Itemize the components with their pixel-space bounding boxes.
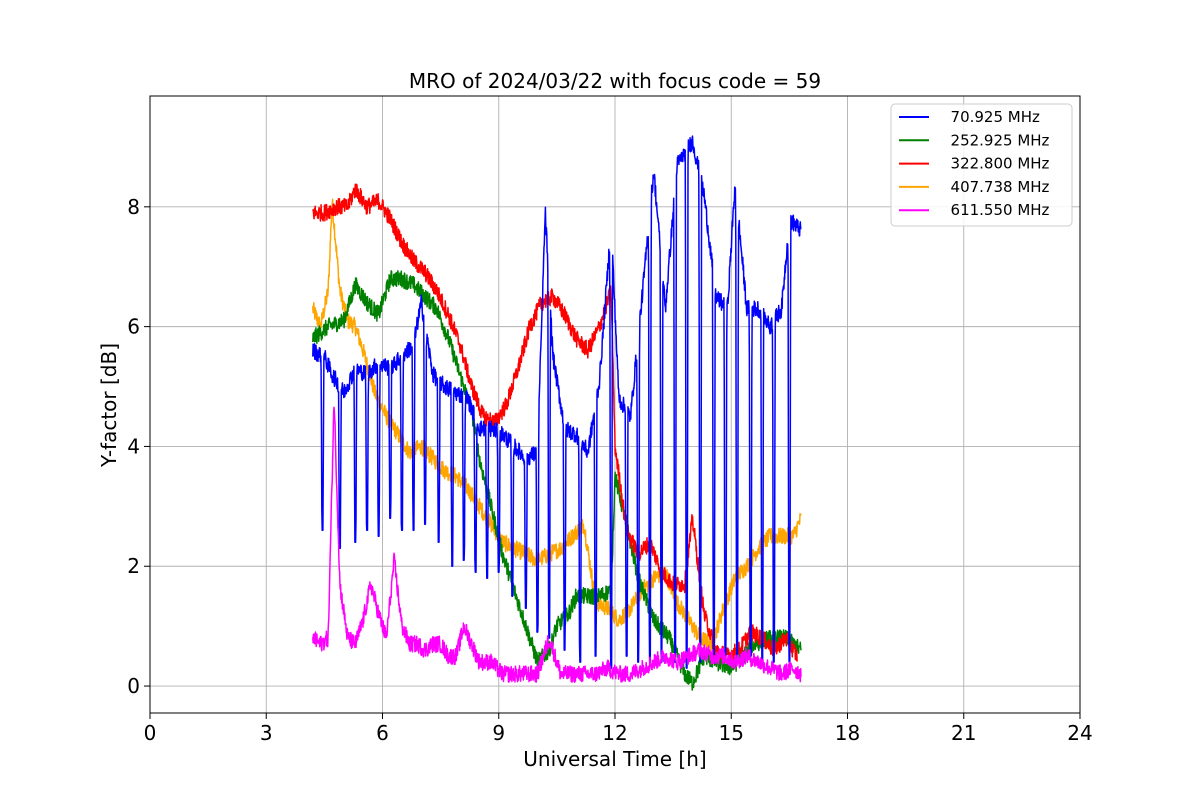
y-tick-label: 4 [127,434,140,458]
x-tick-label: 15 [719,721,744,745]
series-line [312,270,802,691]
x-tick-label: 3 [260,721,273,745]
series-line [312,135,802,669]
y-axis-label: Y-factor [dB] [97,343,121,468]
legend-label: 322.800 MHz [941,155,1050,173]
series-line [312,198,802,653]
legend-label: 252.925 MHz [941,131,1050,149]
x-tick-label: 9 [492,721,505,745]
legend: 70.925 MHz 252.925 MHz 322.800 MHz 407.7… [890,103,1073,227]
legend-label: 70.925 MHz [941,108,1040,126]
legend-label: 407.738 MHz [941,178,1050,196]
x-tick-label: 18 [835,721,860,745]
x-tick-label: 21 [951,721,976,745]
chart-title: MRO of 2024/03/22 with focus code = 59 [409,69,821,93]
series-layer [312,135,802,691]
y-tick-label: 2 [127,554,140,578]
y-tick-label: 8 [127,195,140,219]
series-line [312,406,802,683]
legend-label: 611.550 MHz [941,201,1050,219]
x-tick-label: 0 [144,721,157,745]
legend-box [890,103,1073,227]
series-line [312,183,798,664]
x-tick-label: 12 [602,721,627,745]
y-tick-label: 0 [127,674,140,698]
y-tick-label: 6 [127,315,140,339]
x-tick-label: 24 [1067,721,1092,745]
x-tick-label: 6 [376,721,389,745]
x-axis-label: Universal Time [h] [523,747,706,771]
